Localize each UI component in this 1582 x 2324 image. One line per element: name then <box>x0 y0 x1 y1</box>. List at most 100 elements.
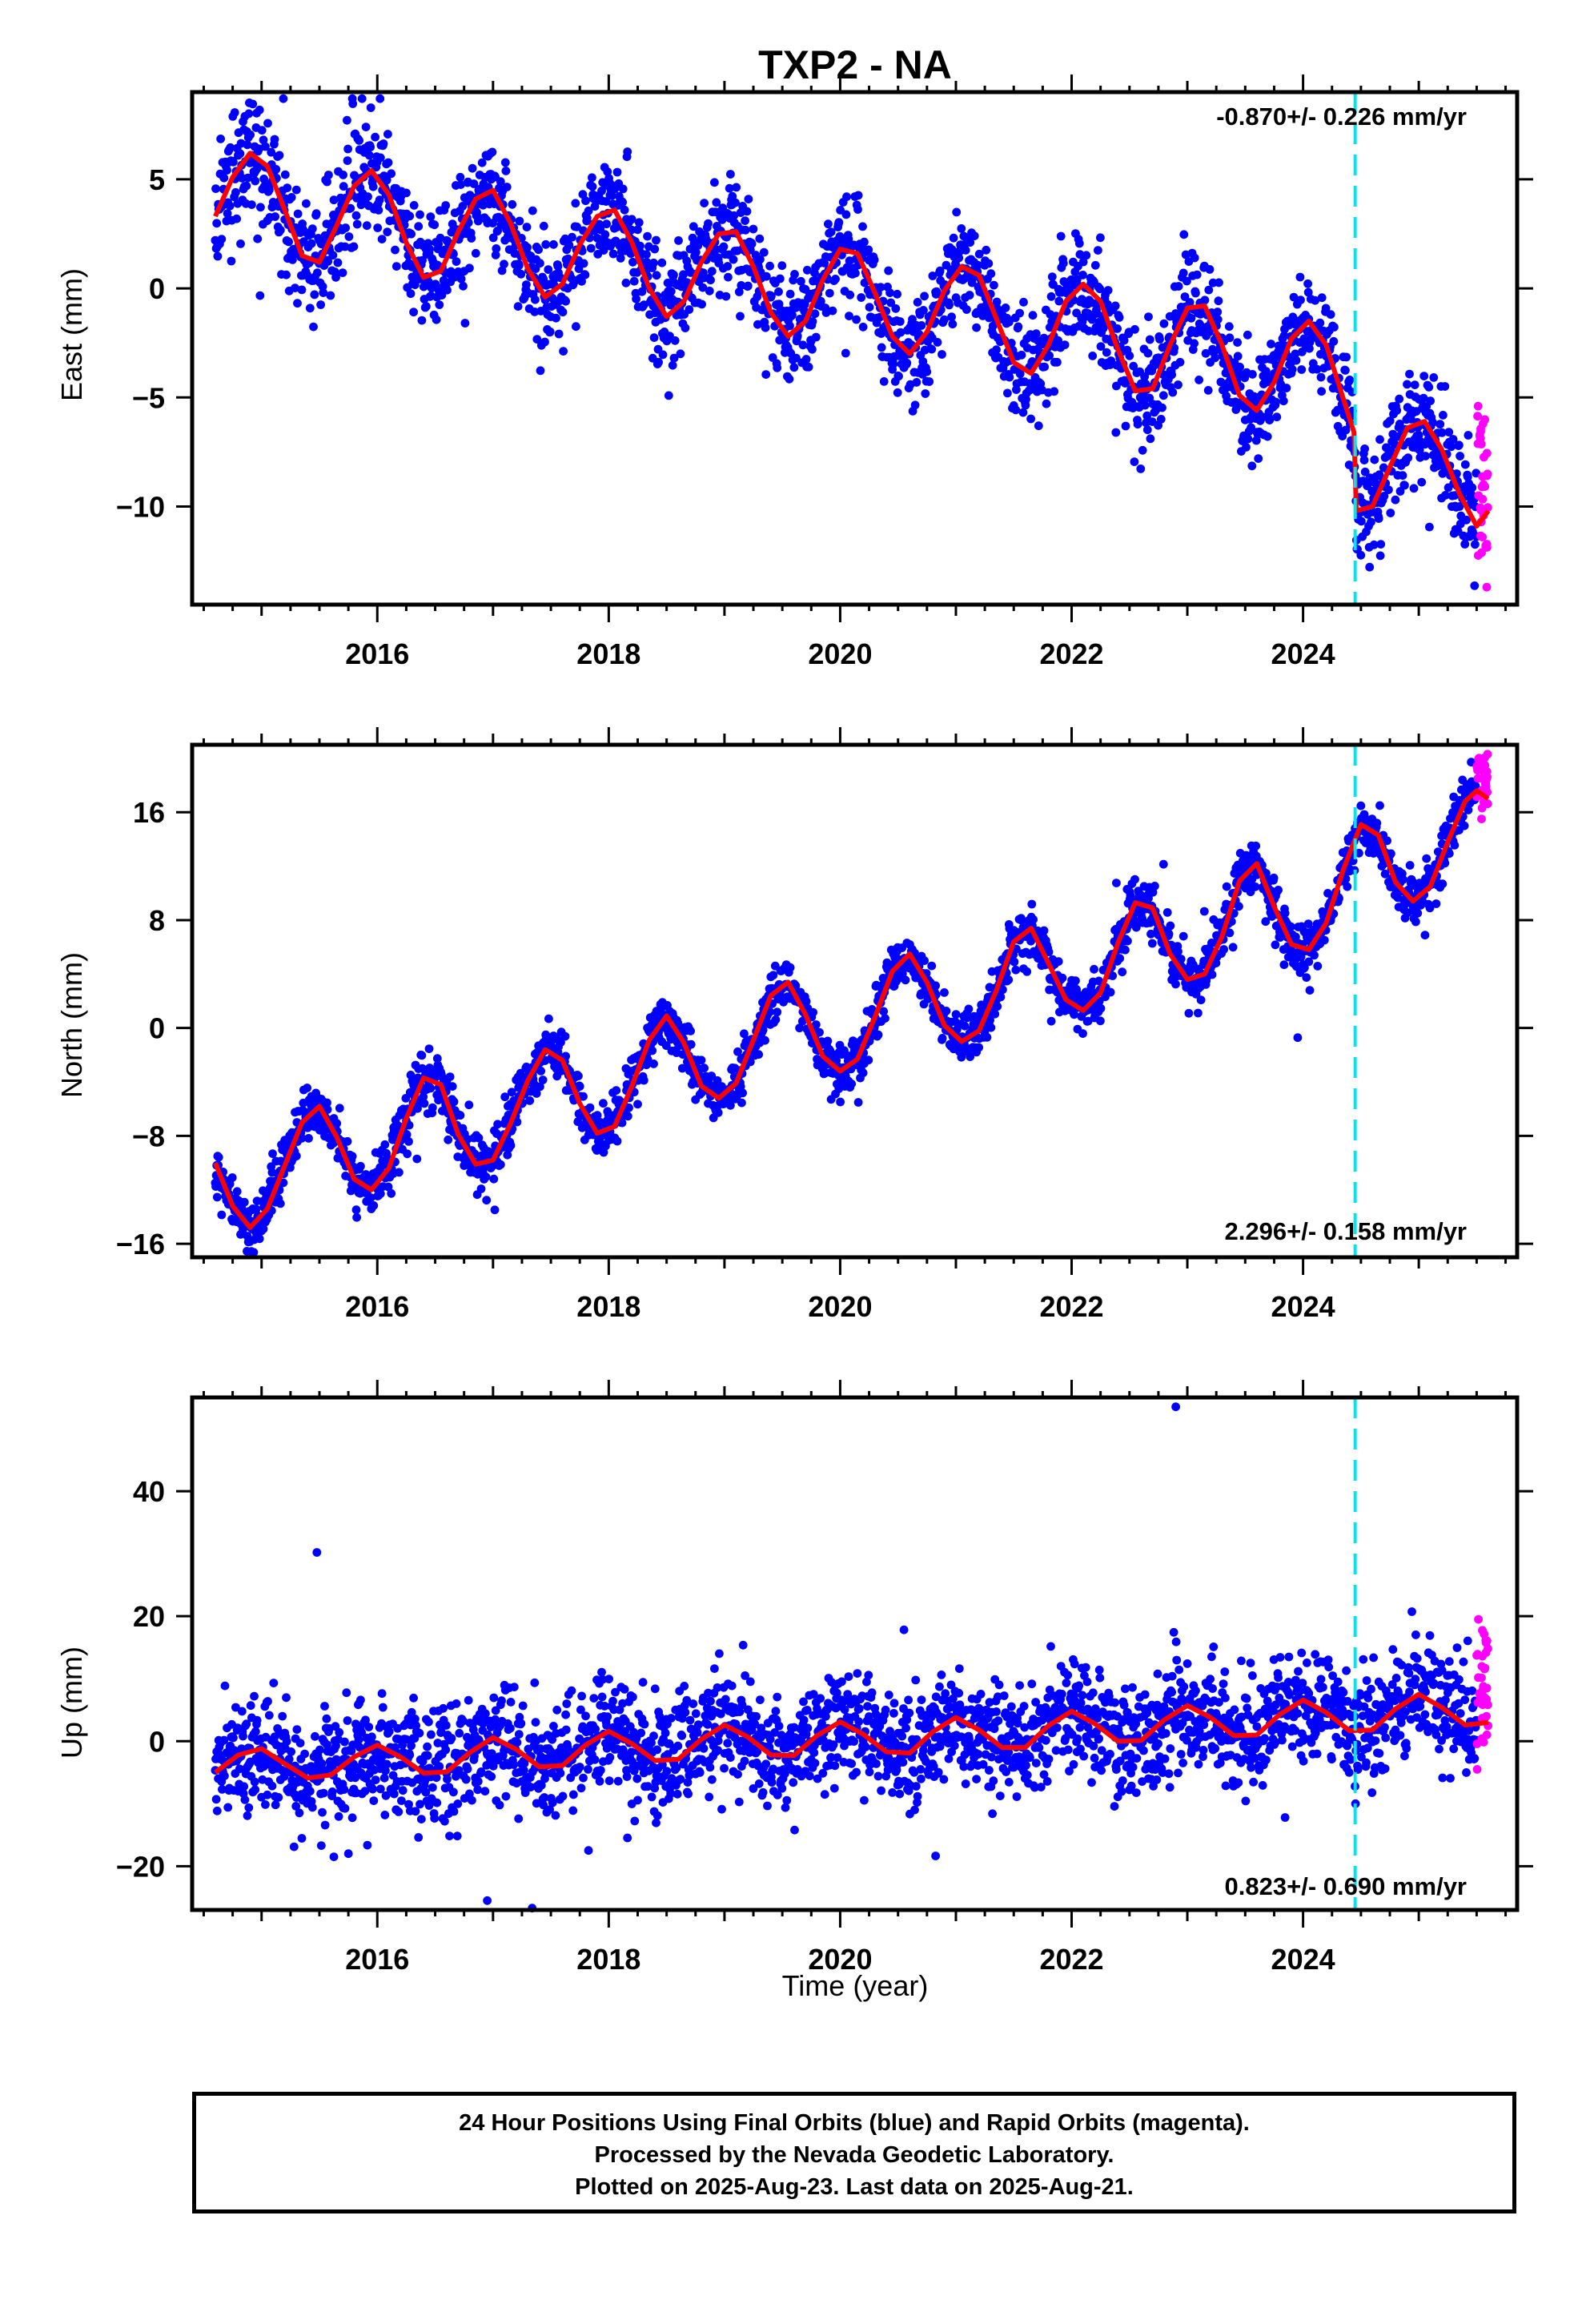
north-final-point <box>1269 873 1279 883</box>
north-final-point <box>1280 908 1290 918</box>
east-final-point <box>259 135 268 145</box>
east-final-point <box>1425 522 1434 532</box>
east-final-point <box>564 240 574 250</box>
east-final-point <box>1247 461 1257 471</box>
east-final-point <box>1204 285 1214 295</box>
east-final-point <box>1448 435 1458 444</box>
east-final-point <box>346 203 355 213</box>
east-final-point <box>607 191 616 200</box>
east-final-point <box>894 372 903 381</box>
east-axis-ticks: 2016 2018 2020 2022 2024−10−505 <box>116 74 1533 670</box>
east-final-point <box>1456 452 1464 460</box>
east-final-point <box>539 221 548 231</box>
north-final-point <box>1383 836 1391 846</box>
east-final-point <box>1047 272 1057 281</box>
east-final-point <box>425 244 434 254</box>
east-rapid-point <box>1476 505 1485 515</box>
east-final-point <box>1392 406 1402 415</box>
east-final-point <box>1263 432 1272 441</box>
east-final-point <box>456 180 465 190</box>
east-rapid-point <box>1477 548 1486 557</box>
north-final-point <box>291 1152 301 1160</box>
east-final-point <box>255 105 264 115</box>
east-final-point <box>1026 414 1035 424</box>
east-final-point <box>1138 445 1147 455</box>
north-final-point <box>214 1152 223 1162</box>
east-final-point <box>1158 391 1168 400</box>
east-final-point <box>841 348 850 358</box>
east-final-point <box>1233 352 1243 361</box>
east-final-point <box>443 285 452 295</box>
east-final-point <box>1384 485 1393 494</box>
north-final-point <box>332 1119 342 1128</box>
east-final-point <box>1421 452 1430 460</box>
north-final-point <box>1356 801 1366 810</box>
east-final-point <box>1379 492 1389 501</box>
east-final-point <box>1004 317 1014 327</box>
east-final-point <box>580 270 590 279</box>
east-final-point <box>1235 362 1244 372</box>
north-final-point <box>1029 915 1038 924</box>
east-final-point <box>793 332 802 340</box>
east-final-point <box>588 173 596 183</box>
east-final-point <box>496 177 505 187</box>
east-final-point <box>1360 444 1369 453</box>
east-final-point <box>896 328 905 337</box>
east-final-point <box>649 258 658 267</box>
east-final-point <box>685 305 694 314</box>
north-final-point <box>403 1149 412 1159</box>
east-final-point <box>1282 384 1291 392</box>
east-final-point <box>1441 491 1450 500</box>
north-final-point <box>249 1248 259 1257</box>
east-final-point <box>1201 348 1211 358</box>
east-final-point <box>825 288 834 298</box>
north-final-point <box>417 1051 427 1060</box>
east-final-point <box>1415 445 1424 455</box>
north-final-point <box>1313 962 1323 971</box>
east-final-point <box>251 176 260 186</box>
east-final-point <box>845 312 853 320</box>
east-final-point <box>1018 408 1028 417</box>
east-final-point <box>774 287 783 296</box>
east-final-point <box>227 256 236 266</box>
east-final-point <box>912 378 921 387</box>
east-final-point <box>280 170 290 179</box>
east-final-point <box>767 292 776 300</box>
north-final-point <box>623 1112 632 1121</box>
east-final-point <box>761 271 771 281</box>
east-final-point <box>982 245 991 255</box>
east-final-point <box>634 218 644 227</box>
east-final-point <box>893 289 901 299</box>
east-final-point <box>309 322 318 332</box>
east-final-point <box>804 362 813 372</box>
north-final-point <box>1115 954 1125 963</box>
east-final-point <box>458 202 468 211</box>
east-final-point <box>579 259 588 268</box>
north-final-point <box>1112 879 1121 887</box>
east-final-point <box>1243 330 1252 340</box>
east-final-point <box>1145 335 1154 344</box>
east-final-point <box>236 239 245 248</box>
north-final-point <box>1096 1003 1106 1013</box>
east-final-point <box>1321 304 1331 313</box>
east-final-point <box>826 227 836 237</box>
east-final-point <box>700 199 709 207</box>
east-final-point <box>1471 540 1480 549</box>
north-final-point <box>1431 899 1441 908</box>
north-final-point <box>633 1100 642 1109</box>
east-final-point <box>1367 517 1375 527</box>
east-final-point <box>777 261 787 271</box>
east-rate-label: -0.870+/- 0.226 mm/yr <box>1216 103 1467 131</box>
east-final-point <box>810 309 820 319</box>
north-final-point <box>737 1098 746 1108</box>
east-final-point <box>349 242 359 251</box>
north-final-point <box>873 1030 883 1039</box>
north-final-point <box>1010 957 1019 967</box>
north-final-point <box>444 1135 453 1144</box>
east-plot-frame <box>190 90 1520 607</box>
north-final-point <box>836 1097 845 1107</box>
north-final-point <box>1178 931 1188 941</box>
east-final-point <box>1190 339 1199 348</box>
east-final-point <box>402 188 411 198</box>
east-final-point <box>1203 386 1213 395</box>
